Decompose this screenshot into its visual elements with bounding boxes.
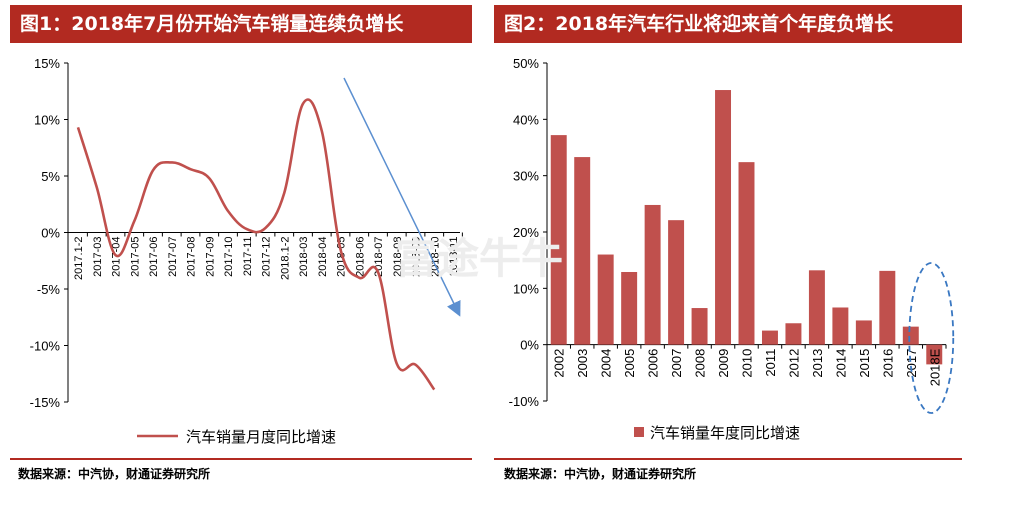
chart1-title: 图1：2018年7月份开始汽车销量连续负增长 bbox=[10, 5, 472, 43]
chart2-bar bbox=[761, 330, 778, 345]
chart1-y-tick-label: 10% bbox=[34, 113, 60, 128]
chart2-y-tick-label: 20% bbox=[513, 225, 539, 240]
chart2-bar bbox=[832, 307, 849, 345]
chart2-x-tick-label: 2008 bbox=[693, 349, 708, 378]
chart1-x-tick-label: 2017-09 bbox=[204, 237, 216, 277]
chart1-x-tick-label: 2018-06 bbox=[354, 237, 366, 277]
chart2-bar bbox=[574, 157, 591, 345]
chart2-legend-label: 汽车销量年度同比增速 bbox=[650, 424, 800, 442]
chart1-footer-rule bbox=[10, 458, 472, 460]
chart2-x-tick-label: 2006 bbox=[646, 349, 661, 378]
chart1-y-tick-label: -5% bbox=[37, 282, 61, 297]
chart2-x-tick-label: 2010 bbox=[740, 349, 755, 378]
chart2-bar bbox=[855, 320, 872, 345]
chart1-x-tick-label: 2018-04 bbox=[317, 237, 329, 277]
chart2-bar bbox=[738, 162, 755, 345]
chart2-x-tick-label: 2018E bbox=[927, 348, 942, 386]
chart1-x-tick-label: 2017-08 bbox=[186, 237, 198, 277]
chart1-x-tick-label: 2017-05 bbox=[129, 237, 141, 277]
chart1-x-tick-label: 2018-07 bbox=[373, 237, 385, 277]
chart2-x-tick-label: 2011 bbox=[763, 349, 778, 377]
chart2-x-tick-label: 2015 bbox=[857, 349, 872, 378]
chart1-x-tick-label: 2017-10 bbox=[223, 237, 235, 277]
chart2-bar-chart: 50% 40% 30% 20% 10% 0% -10% 2002 2003 2004 2005 200… bbox=[509, 56, 955, 442]
chart1-y-tick-label: -15% bbox=[30, 395, 61, 410]
chart1-x-tick-label: 2018-08 bbox=[392, 237, 404, 277]
chart2-bar bbox=[597, 254, 614, 345]
chart2-title: 图2：2018年汽车行业将迎来首个年度负增长 bbox=[494, 5, 962, 43]
chart1-y-tick-label: 5% bbox=[41, 169, 60, 184]
chart2-y-tick-label: -10% bbox=[509, 394, 540, 409]
chart1-x-tick-label: 2017-07 bbox=[167, 237, 179, 277]
chart1-trend-arrow bbox=[343, 77, 461, 317]
chart2-x-tick-label: 2016 bbox=[880, 349, 895, 378]
chart2-bar bbox=[808, 270, 825, 345]
chart2-x-tick-label: 2003 bbox=[575, 349, 590, 378]
chart2-x-tick-label: 2012 bbox=[786, 349, 801, 378]
chart2-bar bbox=[668, 220, 685, 345]
chart2-y-tick-label: 0% bbox=[520, 338, 539, 353]
chart1-source: 数据来源：中汽协，财通证券研究所 bbox=[18, 467, 211, 481]
left-chart-panel: 图1：2018年7月份开始汽车销量连续负增长 15% 10% 5% 0% -5% -10%… bbox=[0, 0, 472, 515]
chart1-x-tick-label: 2017-12 bbox=[261, 237, 273, 277]
chart2-x-tick-label: 2013 bbox=[810, 349, 825, 378]
chart1-x-tick-label: 2018-11 bbox=[448, 237, 460, 277]
chart1-x-tick-label: 2018-09 bbox=[411, 237, 423, 277]
chart1-x-tick-label: 2018-10 bbox=[429, 237, 441, 277]
chart2-source: 数据来源：中汽协，财通证券研究所 bbox=[504, 467, 697, 481]
chart2-x-tick-label: 2007 bbox=[669, 349, 684, 378]
chart1-x-tick-label: 2017-06 bbox=[148, 237, 160, 277]
chart1-x-tick-label: 2017-11 bbox=[242, 237, 254, 277]
right-chart-panel: 图2：2018年汽车行业将迎来首个年度负增长 50% 40% 30% 20% 10% 0%… bbox=[494, 0, 962, 515]
chart2-bar bbox=[785, 323, 802, 345]
chart1-line-chart: 15% 10% 5% 0% -5% -10% -15% 2017.1-2 2017-03 2017… bbox=[30, 56, 463, 446]
chart2-x-tick-label: 2005 bbox=[622, 349, 637, 378]
chart1-x-tick-label: 2018.1-2 bbox=[279, 237, 291, 280]
chart2-bar bbox=[715, 90, 732, 345]
chart1-x-tick-label: 2017.1-2 bbox=[73, 237, 85, 280]
chart2-bar bbox=[902, 326, 919, 345]
chart1-y-tick-label: -10% bbox=[30, 339, 61, 354]
chart2-x-tick-label: 2014 bbox=[833, 349, 848, 378]
chart2-y-tick-label: 10% bbox=[513, 281, 539, 296]
chart2-y-tick-label: 30% bbox=[513, 169, 539, 184]
chart1-x-tick-label: 2017-03 bbox=[92, 237, 104, 277]
chart2-bar bbox=[926, 344, 943, 365]
chart2-legend-swatch bbox=[634, 427, 644, 437]
chart2-y-tick-label: 50% bbox=[513, 56, 539, 71]
chart2-bar bbox=[621, 271, 638, 345]
chart1-legend-label: 汽车销量月度同比增速 bbox=[186, 428, 336, 446]
chart1-y-tick-label: 0% bbox=[41, 226, 60, 241]
chart1-x-tick-label: 2018-03 bbox=[298, 237, 310, 277]
chart2-footer-rule bbox=[494, 458, 962, 460]
chart2-bar bbox=[644, 204, 661, 345]
chart2-x-tick-label: 2002 bbox=[552, 349, 567, 378]
chart2-y-tick-label: 40% bbox=[513, 112, 539, 127]
chart2-x-tick-label: 2017 bbox=[904, 349, 919, 378]
watermark: 富途牛牛 bbox=[395, 234, 564, 283]
chart2-bar bbox=[550, 135, 567, 345]
chart2-x-tick-label: 2009 bbox=[716, 349, 731, 378]
chart1-y-tick-label: 15% bbox=[34, 56, 60, 71]
chart2-bar bbox=[691, 308, 708, 345]
chart2-bar bbox=[879, 270, 896, 345]
chart2-highlight-ellipse bbox=[908, 262, 955, 414]
chart2-x-tick-label: 2004 bbox=[599, 349, 614, 378]
